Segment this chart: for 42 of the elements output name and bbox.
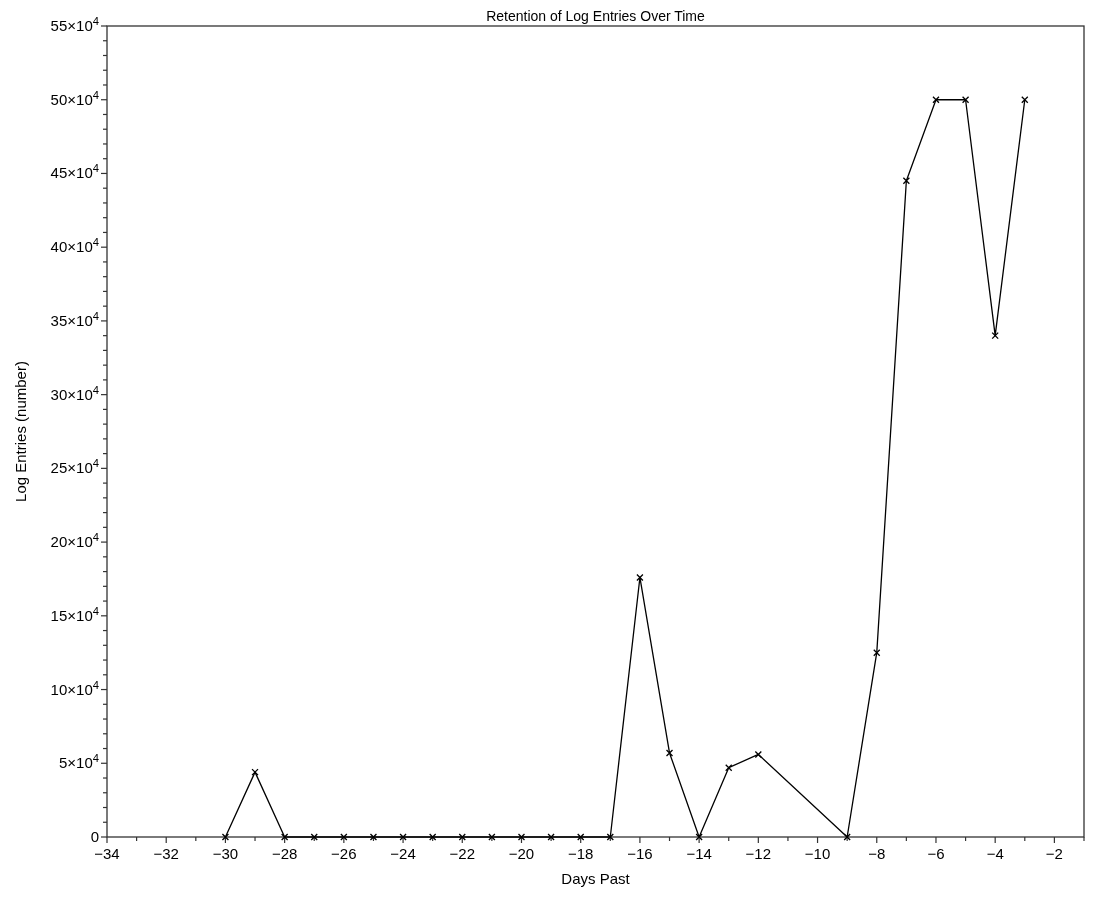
x-tick-label: −14	[686, 845, 712, 862]
point	[961, 96, 970, 104]
x-tick-label: −6	[927, 845, 945, 862]
y-tick-label: 15×10$^{4}$	[50, 604, 99, 624]
y-tick-label: 25×10$^{4}$	[50, 457, 99, 477]
x-axis-title: Days Past	[561, 870, 631, 887]
point	[754, 750, 762, 759]
x-tick-label: −20	[508, 845, 535, 862]
x-tick-label: −22	[449, 845, 475, 862]
point	[991, 332, 999, 340]
y-tick-label: 10×10$^{4}$	[50, 678, 99, 698]
y-tick-label: 50×10$^{4}$	[50, 88, 99, 108]
chart-title: Retention of Log Entries Over Time	[486, 8, 706, 24]
x-tick-label: −26	[331, 845, 357, 862]
x-tick-label: −8	[868, 845, 886, 862]
y-tick-label: 40×10$^{4}$	[50, 236, 99, 256]
point	[932, 96, 940, 104]
y-tick-label: 55×10$^{4}$	[50, 15, 99, 34]
x-tick-label: −34	[94, 845, 120, 862]
x-tick-label: −18	[567, 845, 594, 862]
y-axis-title: Log Entries (number)	[12, 361, 29, 502]
y-tick-label: 0	[90, 828, 99, 845]
point	[221, 833, 230, 841]
point	[665, 749, 674, 757]
x-tick-label: −16	[627, 845, 653, 862]
y-tick-label: 20×10$^{4}$	[50, 531, 99, 551]
x-tick-label: −10	[804, 845, 831, 862]
x-tick-label: −4	[986, 845, 1004, 862]
point	[251, 768, 259, 776]
y-tick-label: 35×10$^{4}$	[50, 309, 99, 329]
y-tick-label: 5×10$^{4}$	[58, 752, 99, 772]
point	[280, 833, 289, 841]
y-tick-label: 30×10$^{4}$	[50, 383, 99, 403]
y-tick-label: 45×10$^{4}$	[50, 162, 99, 182]
x-tick-label: −32	[153, 845, 179, 862]
x-tick-label: −12	[745, 845, 772, 862]
point	[902, 177, 911, 185]
x-tick-label: −2	[1045, 845, 1063, 862]
point	[636, 573, 644, 582]
x-tick-label: −24	[390, 845, 416, 862]
x-tick-label: −30	[212, 845, 239, 862]
x-tick-label: −28	[271, 845, 298, 862]
